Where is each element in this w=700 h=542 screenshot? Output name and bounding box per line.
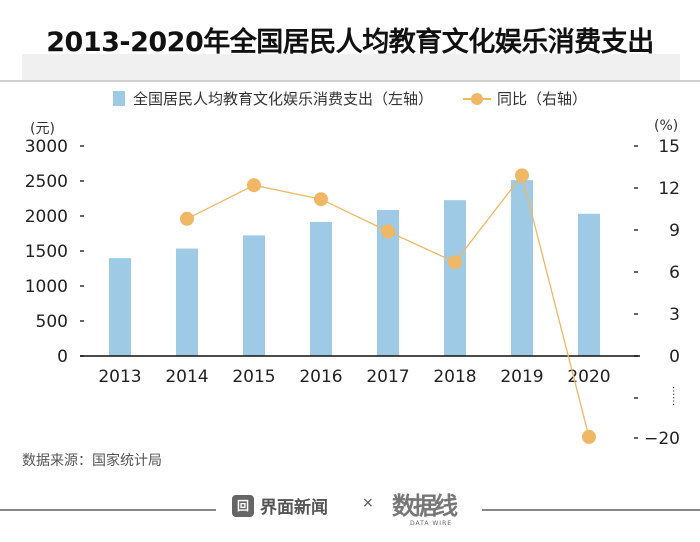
legend: 全国居民人均教育文化娱乐消费支出（左轴） 同比（右轴）	[0, 88, 700, 109]
bar-2014	[176, 248, 198, 356]
left-axis-tick-label: 0	[57, 347, 68, 367]
title-divider	[0, 80, 700, 82]
right-axis-tick-label: 3	[669, 305, 680, 325]
partner-logo: 数据线	[392, 492, 458, 520]
growth-point-2016	[314, 192, 328, 207]
left-axis-tick-label: 1500	[25, 242, 68, 262]
left-axis-tick-label: 500	[36, 312, 68, 332]
legend-bar-label: 全国居民人均教育文化娱乐消费支出（左轴）	[132, 90, 433, 108]
x-axis-tick-label: 2016	[299, 367, 342, 387]
brand-name: 界面新闻	[260, 498, 328, 518]
right-axis-tick-label: −20	[644, 429, 680, 449]
bar-2013	[109, 258, 131, 356]
x-axis-tick-label: 2017	[366, 367, 409, 387]
legend-line-label: 同比（右轴）	[497, 90, 588, 108]
x-axis-tick-label: 2014	[165, 367, 208, 387]
growth-point-2014	[180, 211, 194, 226]
bar-2016	[310, 221, 332, 356]
bar-2018	[444, 200, 466, 356]
growth-point-2018	[448, 255, 462, 270]
right-axis-break-mark: ……	[670, 386, 681, 406]
legend-bar-swatch	[112, 91, 125, 106]
growth-point-2015	[247, 178, 261, 193]
right-axis-unit: (%)	[654, 118, 679, 134]
bar-2017	[377, 209, 399, 356]
footer-times: ×	[362, 495, 374, 511]
growth-point-2017	[381, 224, 395, 239]
bar-2019	[511, 180, 533, 356]
x-axis-tick-label: 2020	[567, 367, 610, 387]
right-axis-tick-label: 9	[669, 221, 680, 241]
right-axis-tick-label: 12	[658, 179, 680, 199]
x-axis-tick-label: 2015	[232, 367, 275, 387]
bar-2020	[578, 213, 600, 356]
right-axis-tick-label: 0	[669, 347, 680, 367]
brand-icon: 回	[232, 494, 254, 517]
right-axis-tick-label: 15	[658, 137, 680, 157]
chart-title: 2013-2020年全国居民人均教育文化娱乐消费支出	[46, 27, 654, 58]
x-axis-tick-label: 2019	[500, 367, 543, 387]
title-band	[22, 54, 680, 80]
brand-logo: 回界面新闻	[232, 493, 328, 518]
bar-2015	[243, 235, 265, 356]
footer-rule-right	[482, 509, 700, 511]
footer-rule-left	[0, 509, 216, 511]
x-axis-tick-label: 2013	[98, 367, 141, 387]
x-axis-tick-label: 2018	[433, 367, 476, 387]
partner-logo-sub: DATA WIRE	[410, 520, 453, 527]
right-axis-tick-label: 6	[669, 263, 680, 283]
left-axis-tick-label: 3000	[25, 137, 68, 157]
left-axis-unit: (元)	[30, 121, 55, 137]
source-note: 数据来源：国家统计局	[22, 453, 162, 469]
left-axis-tick-label: 2500	[25, 172, 68, 192]
left-axis-tick-label: 2000	[25, 207, 68, 227]
left-axis-tick-label: 1000	[25, 277, 68, 297]
legend-line-swatch	[463, 92, 491, 105]
growth-point-2020	[582, 429, 596, 444]
growth-point-2019	[515, 168, 529, 183]
